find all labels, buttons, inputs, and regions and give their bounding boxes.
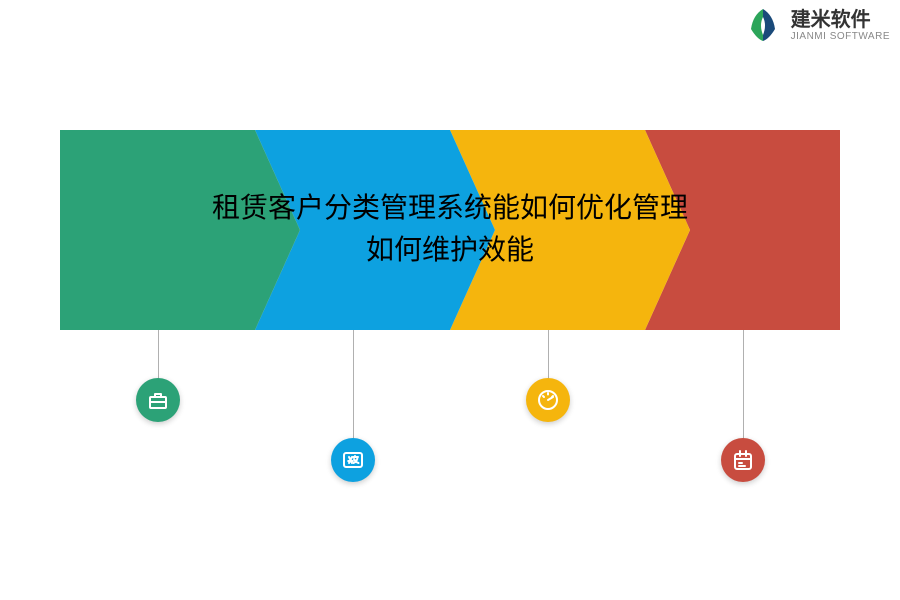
logo-mark-icon xyxy=(743,5,783,45)
briefcase-icon xyxy=(136,378,180,422)
process-block xyxy=(60,130,300,330)
translate-icon xyxy=(331,438,375,482)
logo-text: 建米软件 JIANMI SOFTWARE xyxy=(791,9,890,42)
logo-name-en: JIANMI SOFTWARE xyxy=(791,31,890,42)
calendar-icon xyxy=(721,438,765,482)
brand-logo: 建米软件 JIANMI SOFTWARE xyxy=(743,5,890,45)
gauge-icon xyxy=(526,378,570,422)
logo-name-cn: 建米软件 xyxy=(791,9,890,31)
process-diagram xyxy=(60,130,840,330)
